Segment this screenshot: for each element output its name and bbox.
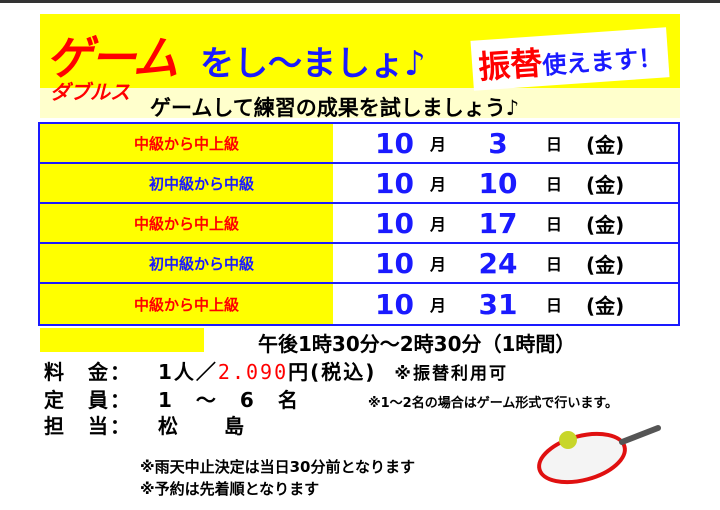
staff-line: 担 当： 松 島 [44, 410, 246, 439]
weekday: (金) [586, 132, 625, 157]
date: 10 月 10 日 (金) [333, 164, 678, 202]
table-row: 中級から中上級 10 月 17 日 (金) [40, 204, 678, 244]
yellow-block [40, 328, 204, 352]
day: 10 [478, 166, 518, 200]
level: 中級から中上級 [40, 204, 333, 242]
month: 10 [375, 287, 414, 321]
level: 中級から中上級 [40, 284, 333, 324]
month-label: 月 [429, 215, 446, 234]
weekday: (金) [586, 212, 625, 237]
top-border [0, 0, 720, 3]
table-row: 初中級から中級 10 月 24 日 (金) [40, 244, 678, 284]
day-label: 日 [545, 255, 562, 274]
day: 3 [488, 126, 508, 160]
date: 10 月 31 日 (金) [333, 284, 678, 324]
level: 初中級から中級 [40, 164, 333, 202]
month-label: 月 [429, 255, 446, 274]
day-label: 日 [545, 296, 562, 315]
note-reservation: ※予約は先着順となります [140, 480, 320, 498]
month: 10 [375, 206, 414, 240]
capacity-value: 1 〜 6 名 [158, 388, 300, 412]
fee-prefix: 1人／ [158, 360, 218, 384]
date: 10 月 24 日 (金) [333, 244, 678, 282]
note-rain: ※雨天中止決定は当日30分前となります [140, 458, 416, 476]
date: 10 月 17 日 (金) [333, 204, 678, 242]
time: 午後1時30分〜2時30分（1時間） [258, 332, 576, 356]
title-rest: をし〜ましょ♪ [200, 44, 426, 84]
doubles-label: ダブルス [50, 80, 130, 104]
weekday: (金) [586, 172, 625, 197]
month-label: 月 [429, 296, 446, 315]
staff-label: 担 当： [44, 414, 132, 438]
month-label: 月 [429, 135, 446, 154]
day-label: 日 [545, 215, 562, 234]
weekday: (金) [586, 293, 625, 318]
month-label: 月 [429, 175, 446, 194]
fee-note: ※振替利用可 [394, 364, 508, 384]
subtitle-band [40, 88, 680, 118]
furikae-red: 振替 [477, 43, 544, 87]
fee-suffix: 円(税込) [288, 360, 377, 384]
month: 10 [375, 126, 414, 160]
weekday: (金) [586, 252, 625, 277]
month: 10 [375, 166, 414, 200]
capacity-label: 定 員： [44, 388, 132, 412]
furikae-blue: 使えます！ [541, 43, 664, 80]
fee-label: 料 金： [44, 360, 132, 384]
day: 31 [478, 287, 518, 321]
table-row: 中級から中上級 10 月 31 日 (金) [40, 284, 678, 324]
table-row: 中級から中上級 10 月 3 日 (金) [40, 124, 678, 164]
subtitle: ゲームして練習の成果を試しましょう♪ [150, 96, 520, 120]
tennis-racket-icon [537, 425, 661, 485]
table-row: 初中級から中級 10 月 10 日 (金) [40, 164, 678, 204]
month: 10 [375, 246, 414, 280]
level: 中級から中上級 [40, 124, 333, 162]
capacity-line: 定 員： 1 〜 6 名 [44, 384, 300, 413]
day-label: 日 [545, 135, 562, 154]
staff-value: 松 島 [158, 414, 246, 438]
date: 10 月 3 日 (金) [333, 124, 678, 162]
level: 初中級から中級 [40, 244, 333, 282]
fee-price: 2.090 [217, 360, 289, 384]
fee-line: 料 金： 1人／2.090円(税込) ※振替利用可 [44, 356, 508, 385]
schedule-table: 中級から中上級 10 月 3 日 (金) 初中級から中級 10 月 10 日 (金) 中級から中上級… [38, 122, 680, 326]
day: 24 [478, 246, 518, 280]
capacity-note: ※1〜2名の場合はゲーム形式で行います。 [368, 396, 619, 411]
day-label: 日 [545, 175, 562, 194]
day: 17 [478, 206, 518, 240]
title-game: ゲーム [46, 31, 179, 85]
